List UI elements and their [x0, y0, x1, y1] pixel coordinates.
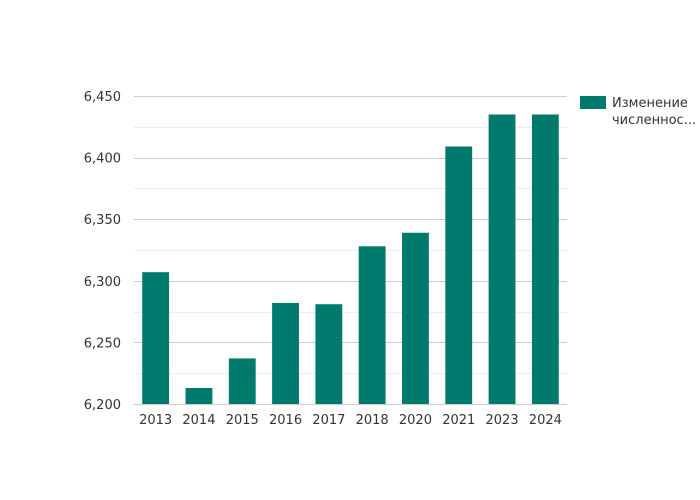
bar-2021[interactable]: [445, 146, 473, 404]
y-tick-label: 6,300: [84, 275, 121, 290]
bar-2015[interactable]: [228, 358, 256, 404]
legend-swatch: [580, 96, 606, 109]
x-tick-label: 2016: [269, 413, 302, 428]
bar-2017[interactable]: [315, 304, 343, 404]
x-tick-label: 2013: [139, 413, 172, 428]
y-axis-tick-labels: 6,200 6,250 6,300 6,350 6,400 6,450: [84, 90, 121, 413]
x-tick-label: 2020: [399, 413, 432, 428]
bar-2024[interactable]: [531, 114, 559, 404]
x-tick-label: 2015: [226, 413, 259, 428]
y-tick-label: 6,250: [84, 336, 121, 351]
bar-2013[interactable]: [142, 272, 170, 404]
y-tick-label: 6,350: [84, 213, 121, 228]
x-tick-label: 2024: [529, 413, 562, 428]
x-tick-label: 2017: [312, 413, 345, 428]
x-tick-label: 2021: [442, 413, 475, 428]
bar-2018[interactable]: [358, 246, 386, 404]
y-tick-label: 6,200: [84, 398, 121, 413]
legend-label-line-1: Изменение: [612, 96, 688, 111]
x-tick-label: 2023: [486, 413, 519, 428]
x-tick-label: 2018: [356, 413, 389, 428]
y-tick-label: 6,450: [84, 90, 121, 105]
x-axis-tick-labels: 2013 2014 2015 2016 2017 2018 2020 2021 2023 2024: [139, 413, 562, 428]
y-tick-label: 6,400: [84, 152, 121, 167]
bar-2020[interactable]: [402, 232, 429, 404]
bar-2014[interactable]: [185, 387, 213, 404]
bars: [142, 114, 559, 404]
bar-2023[interactable]: [488, 114, 516, 404]
bar-2016[interactable]: [272, 302, 299, 404]
legend-label-line-2: численнос...: [612, 113, 697, 128]
x-tick-label: 2014: [182, 413, 215, 428]
legend[interactable]: Изменение численнос...: [580, 95, 700, 129]
legend-label: Изменение численнос...: [612, 95, 700, 129]
